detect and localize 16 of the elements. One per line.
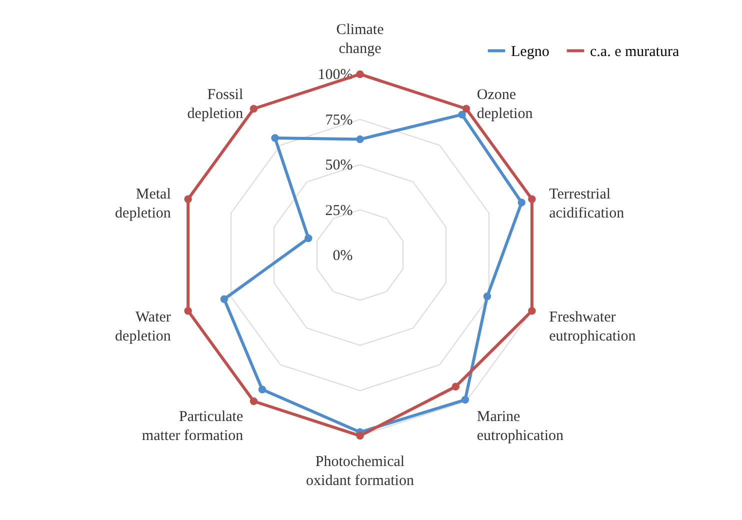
y-tick-label: 50% [325, 158, 353, 174]
y-tick-label: 75% [325, 112, 353, 128]
spoke-label: Photochemical oxidant formation [306, 454, 414, 489]
y-tick-label: 25% [325, 202, 353, 219]
spoke-label: Terrestrial acidification [549, 186, 625, 222]
spoke-label: Climate change [336, 22, 384, 58]
spoke-label: Freshwater eutrophication [549, 309, 636, 344]
y-tick-label: 0% [332, 248, 353, 264]
spoke-label: Fossil depletion [187, 87, 244, 122]
spoke-label: Metal depletion [115, 186, 172, 222]
spoke-label: Water depletion [115, 309, 172, 344]
legend-label: c.a. e muratura [590, 44, 680, 60]
spoke-label: Particulate matter formation [142, 408, 244, 444]
spoke-label: Ozone depletion [476, 87, 534, 122]
spoke-label: Marine eutrophication [476, 408, 564, 444]
legend-label: Legno [511, 44, 550, 60]
